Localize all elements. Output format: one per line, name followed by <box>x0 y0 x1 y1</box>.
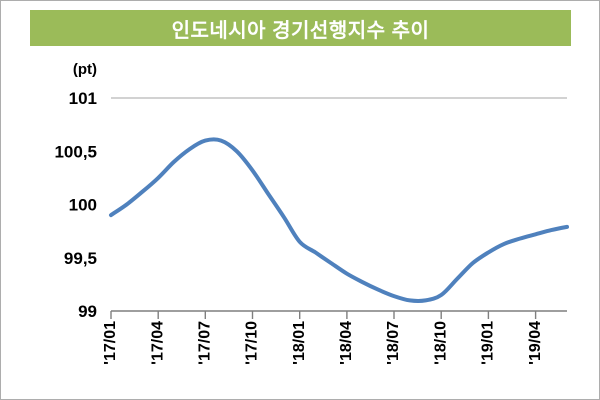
svg-text:'18/04: '18/04 <box>338 321 355 365</box>
chart-title: 인도네시아 경기선행지수 추이 <box>171 19 430 42</box>
svg-text:99,5: 99,5 <box>64 249 97 268</box>
svg-text:'19/01: '19/01 <box>480 321 497 365</box>
svg-text:'18/01: '18/01 <box>291 321 308 365</box>
svg-text:100,5: 100,5 <box>54 142 97 161</box>
svg-text:'17/10: '17/10 <box>244 321 261 365</box>
svg-text:'17/07: '17/07 <box>197 321 214 365</box>
svg-text:101: 101 <box>69 89 97 108</box>
svg-text:100: 100 <box>69 196 97 215</box>
svg-text:'17/01: '17/01 <box>102 321 119 365</box>
svg-text:99: 99 <box>78 302 97 321</box>
svg-text:'17/04: '17/04 <box>149 321 166 365</box>
chart-title-bar: 인도네시아 경기선행지수 추이 <box>30 10 571 46</box>
y-axis-unit-label: (pt) <box>72 61 97 78</box>
svg-text:'18/07: '18/07 <box>385 321 402 365</box>
svg-text:'19/04: '19/04 <box>527 321 544 365</box>
svg-text:'18/10: '18/10 <box>432 321 449 365</box>
